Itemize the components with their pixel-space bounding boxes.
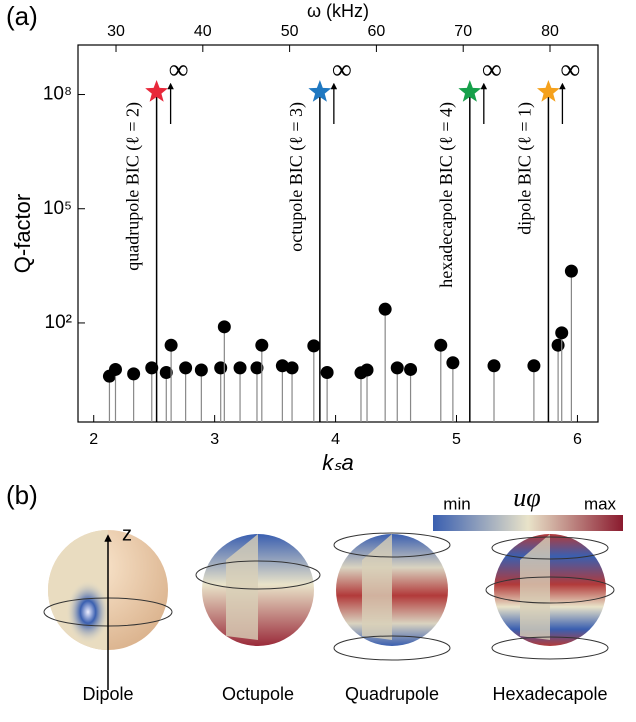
- infinity-label: ∞: [482, 54, 502, 85]
- x-tick-label: 6: [573, 431, 582, 448]
- y-tick-label: 10⁵: [43, 198, 72, 219]
- colorbar-max: max: [584, 494, 617, 513]
- sphere-cut: [362, 534, 392, 640]
- rotation-arrow: [195, 560, 321, 590]
- resonance-point: [378, 302, 392, 316]
- sphere-cut: [226, 534, 258, 640]
- resonance-point: [164, 338, 178, 352]
- rotation-arrow: [491, 536, 609, 560]
- x-axis-label: kₛa: [322, 450, 353, 475]
- bic-star: [458, 80, 482, 102]
- plot-frame: [77, 44, 599, 423]
- resonance-point: [194, 363, 208, 377]
- resonance-point: [434, 338, 448, 352]
- infinity-label: ∞: [332, 54, 352, 85]
- resonance-point: [446, 356, 460, 370]
- panel-label: (a): [6, 1, 38, 31]
- rotation-arrow: [485, 576, 615, 604]
- mode-label: Hexadecapole: [492, 684, 607, 704]
- y-tick-label: 10²: [45, 312, 72, 333]
- rotation-arrow: [491, 636, 609, 660]
- bic-label: hexadecapole BIC (ℓ = 4): [436, 102, 457, 288]
- x-tick-label: 3: [210, 431, 219, 448]
- bic-label: dipole BIC (ℓ = 1): [515, 102, 536, 235]
- x2-tick-label: 70: [454, 23, 472, 40]
- x-tick-label: 2: [89, 431, 98, 448]
- colorbar-quantity: uφ: [513, 483, 540, 512]
- infinity-label: ∞: [560, 54, 580, 85]
- resonance-point: [179, 361, 193, 375]
- panel-label: (b): [6, 480, 38, 510]
- resonance-point: [551, 338, 565, 352]
- resonance-point: [233, 361, 247, 375]
- infinity-label: ∞: [169, 54, 189, 85]
- mode-shapes: min max uφ z: [43, 483, 623, 690]
- mode-label: Quadrupole: [345, 684, 439, 704]
- colorbar-min: min: [443, 494, 470, 513]
- bic-label: octupole BIC (ℓ = 3): [286, 102, 307, 252]
- resonance-point: [275, 359, 289, 373]
- sphere-cut: [520, 534, 550, 640]
- resonance-point: [360, 363, 374, 377]
- bic-star: [145, 80, 168, 102]
- colorbar: [433, 515, 623, 531]
- field-spot: [66, 580, 110, 644]
- resonance-point: [108, 362, 122, 376]
- resonance-point: [285, 361, 299, 375]
- resonance-point: [527, 359, 541, 373]
- y-tick-label: 10⁸: [43, 84, 72, 105]
- x2-tick-label: 60: [368, 23, 386, 40]
- x2-tick-label: 30: [107, 23, 125, 40]
- resonance-point: [404, 362, 418, 376]
- bic-star: [537, 80, 560, 102]
- resonance-point: [307, 339, 321, 353]
- resonance-point: [217, 320, 231, 334]
- z-label: z: [122, 523, 132, 545]
- x2-axis-label: ω (kHz): [307, 1, 369, 21]
- resonance-point: [487, 359, 501, 373]
- x2-tick-label: 40: [194, 23, 212, 40]
- resonance-point: [159, 365, 173, 379]
- x-tick-label: 5: [452, 431, 461, 448]
- resonance-point: [145, 361, 159, 375]
- resonance-point: [390, 361, 404, 375]
- x2-tick-label: 80: [541, 23, 559, 40]
- resonance-point: [214, 361, 228, 375]
- resonance-point: [250, 361, 264, 375]
- y-axis-label: Q-factor: [10, 194, 35, 273]
- resonance-point: [320, 365, 334, 379]
- resonance-point: [555, 326, 569, 340]
- x2-tick-label: 50: [281, 23, 299, 40]
- bic-star: [308, 80, 332, 102]
- rotation-arrow: [333, 635, 451, 661]
- mode-label: Dipole: [82, 684, 133, 704]
- rotation-arrow: [333, 532, 451, 558]
- resonance-point: [564, 264, 578, 278]
- mode-label: Octupole: [222, 684, 294, 704]
- x-tick-label: 4: [331, 431, 340, 448]
- bic-label: quadrupole BIC (ℓ = 2): [123, 102, 144, 271]
- resonance-point: [255, 338, 269, 352]
- resonance-point: [127, 367, 141, 381]
